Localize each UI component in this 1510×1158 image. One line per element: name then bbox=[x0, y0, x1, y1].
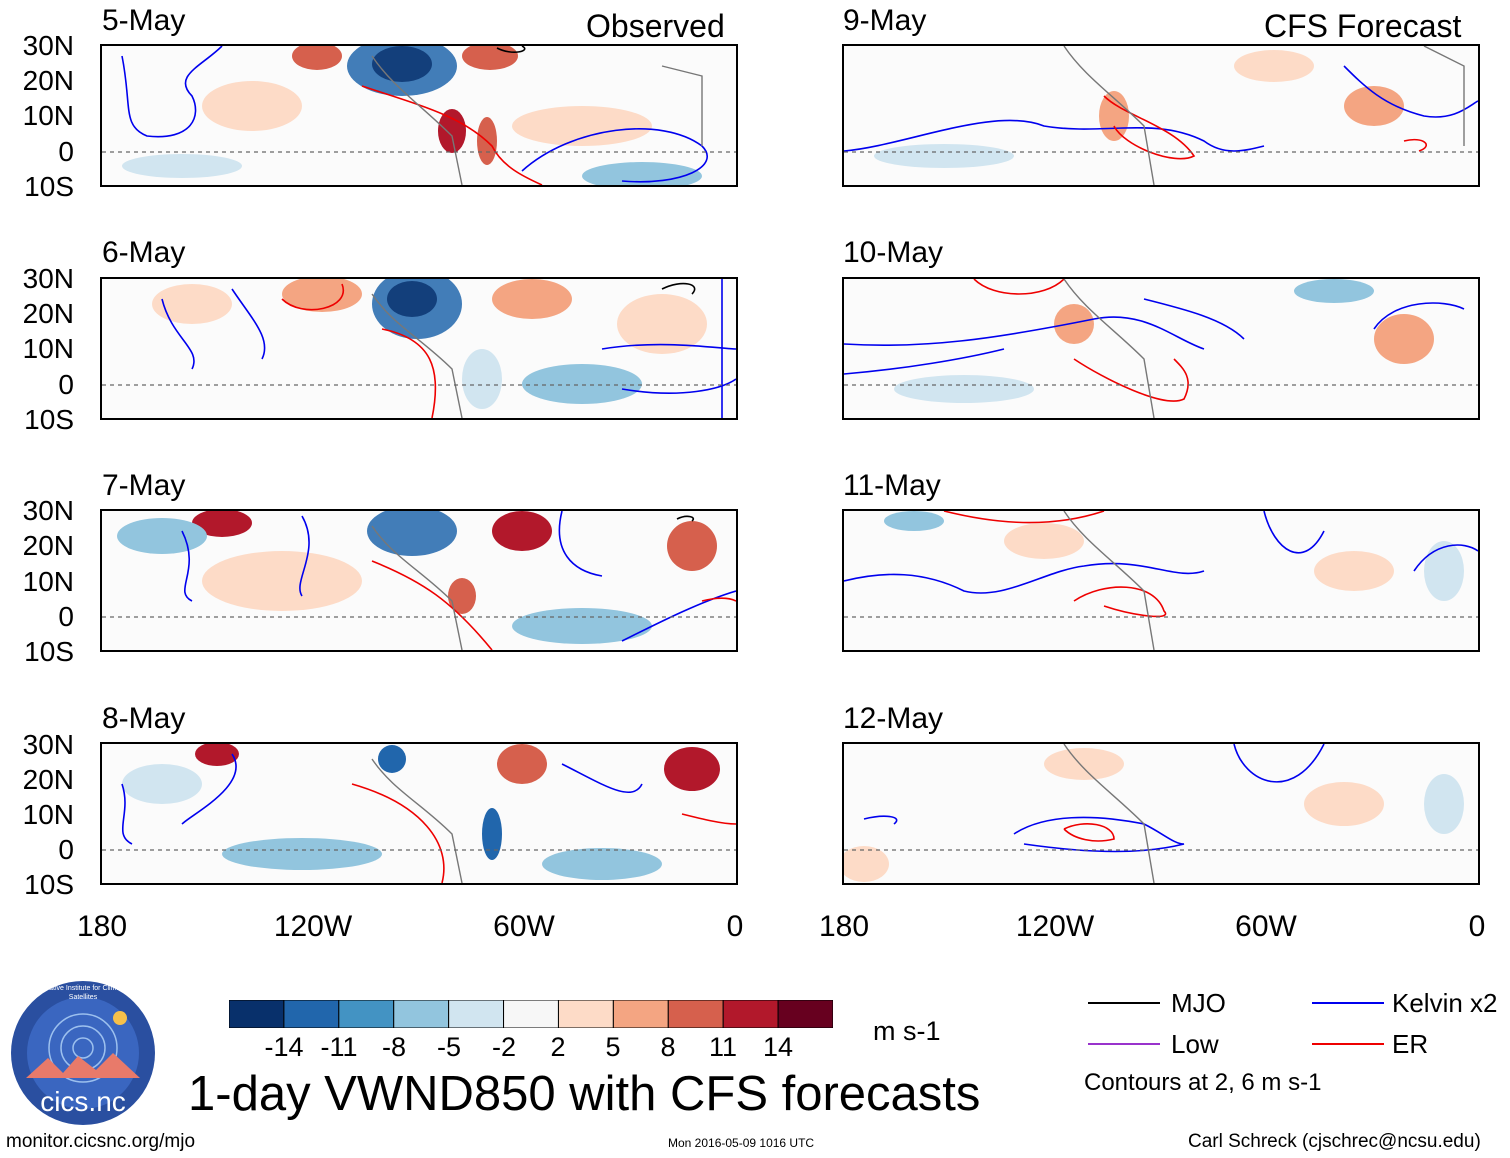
vwnd-map bbox=[102, 511, 736, 650]
colorbar-tick-label: -2 bbox=[491, 1032, 517, 1062]
map-panel-obs-4 bbox=[100, 742, 738, 885]
lon-label: 120W bbox=[273, 910, 353, 943]
vwnd-map bbox=[102, 744, 736, 883]
colorbar-tick-label: 8 bbox=[660, 1032, 676, 1062]
lon-label: 180 bbox=[76, 910, 128, 943]
forecast-heading: CFS Forecast bbox=[1264, 8, 1462, 44]
vwnd-map bbox=[844, 46, 1478, 185]
colorbar-tick-label: -14 bbox=[264, 1032, 304, 1062]
colorbar-tick-label: -11 bbox=[320, 1032, 358, 1062]
colorbar-swatch bbox=[722, 999, 779, 1029]
map-panel-obs-2 bbox=[100, 277, 738, 420]
lat-label: 10N bbox=[22, 566, 74, 597]
panel-title-obs-1: 5-May bbox=[102, 4, 186, 37]
colorbar-swatch bbox=[612, 999, 669, 1029]
lat-label: 20N bbox=[22, 65, 74, 96]
cics-logo: cics.nc Cooperative Institute for Climat… bbox=[8, 978, 158, 1128]
colorbar bbox=[228, 999, 834, 1029]
footer-timestamp: Mon 2016-05-09 1016 UTC bbox=[668, 1136, 815, 1150]
legend-line-er bbox=[1312, 1043, 1384, 1045]
lat-label: 20N bbox=[22, 530, 74, 561]
colorbar-swatch bbox=[228, 999, 285, 1029]
lat-label: 10S bbox=[24, 869, 74, 900]
colorbar-tick-label: -5 bbox=[436, 1032, 462, 1062]
map-panel-fc-2 bbox=[842, 277, 1480, 420]
cics-logo-graphic bbox=[11, 981, 155, 1125]
map-panel-fc-4 bbox=[842, 742, 1480, 885]
map-panel-fc-3 bbox=[842, 509, 1480, 652]
legend-note: Contours at 2, 6 m s-1 bbox=[1084, 1069, 1322, 1096]
vwnd-map bbox=[102, 279, 736, 418]
lat-label: 10N bbox=[22, 333, 74, 364]
map-panel-fc-1 bbox=[842, 44, 1480, 187]
lat-label: 0 bbox=[58, 834, 74, 865]
lat-label: 10N bbox=[22, 100, 74, 131]
colorbar-swatches bbox=[228, 999, 834, 1029]
panel-title-fc-1: 9-May bbox=[843, 4, 927, 37]
legend-line-low bbox=[1088, 1043, 1160, 1045]
panel-title-fc-2: 10-May bbox=[843, 236, 944, 269]
lat-label: 10N bbox=[22, 799, 74, 830]
colorbar-swatch bbox=[393, 999, 450, 1029]
lon-label: 60W bbox=[493, 910, 555, 943]
lat-label: 10S bbox=[24, 171, 74, 202]
colorbar-swatch bbox=[338, 999, 395, 1029]
legend-label-er: ER bbox=[1392, 1029, 1429, 1059]
lat-label: 30N bbox=[22, 30, 74, 61]
vwnd-map bbox=[844, 279, 1478, 418]
panel-title-obs-4: 8-May bbox=[102, 702, 186, 735]
lon-label: 120W bbox=[1015, 910, 1095, 943]
panel-title-fc-4: 12-May bbox=[843, 702, 944, 735]
legend-label-kelvin: Kelvin x2 bbox=[1392, 988, 1498, 1018]
colorbar-tick-label: 14 bbox=[762, 1032, 794, 1062]
vwnd-map bbox=[844, 744, 1478, 883]
panel-title-obs-3: 7-May bbox=[102, 469, 186, 502]
lat-label: 30N bbox=[22, 495, 74, 526]
logo-ring-text: Cooperative Institute for Climate and Sa… bbox=[26, 985, 140, 1001]
footer-url: monitor.cicsnc.org/mjo bbox=[6, 1131, 196, 1152]
colorbar-tick-label: 5 bbox=[605, 1032, 621, 1062]
colorbar-swatch bbox=[777, 999, 834, 1029]
colorbar-units: m s-1 bbox=[873, 1016, 941, 1046]
legend-label-mjo: MJO bbox=[1171, 988, 1226, 1018]
observed-heading: Observed bbox=[586, 8, 725, 44]
lat-label: 30N bbox=[22, 263, 74, 294]
map-panel-obs-1 bbox=[100, 44, 738, 187]
vwnd-map bbox=[102, 46, 736, 185]
lat-label: 20N bbox=[22, 298, 74, 329]
lon-label: 180 bbox=[818, 910, 870, 943]
legend-line-mjo bbox=[1088, 1002, 1160, 1004]
colorbar-swatch bbox=[667, 999, 724, 1029]
logo-text: cics.nc bbox=[40, 1086, 126, 1117]
colorbar-swatch bbox=[557, 999, 614, 1029]
lat-label: 20N bbox=[22, 764, 74, 795]
lat-label: 0 bbox=[58, 601, 74, 632]
lon-label: 0 bbox=[1468, 910, 1486, 943]
lat-label: 0 bbox=[58, 369, 74, 400]
lat-label: 30N bbox=[22, 729, 74, 760]
lon-label: 0 bbox=[726, 910, 744, 943]
lon-label: 60W bbox=[1235, 910, 1297, 943]
map-panel-obs-3 bbox=[100, 509, 738, 652]
colorbar-tick-label: 11 bbox=[708, 1032, 738, 1062]
lat-label: 10S bbox=[24, 404, 74, 435]
colorbar-tick-label: 2 bbox=[550, 1032, 566, 1062]
lat-label: 0 bbox=[58, 136, 74, 167]
lat-label: 10S bbox=[24, 636, 74, 667]
panel-title-fc-3: 11-May bbox=[843, 469, 941, 502]
colorbar-swatch bbox=[283, 999, 340, 1029]
legend-label-low: Low bbox=[1171, 1029, 1219, 1059]
panel-title-obs-2: 6-May bbox=[102, 236, 186, 269]
legend-line-kelvin bbox=[1312, 1002, 1384, 1004]
colorbar-tick-label: -8 bbox=[381, 1032, 407, 1062]
footer-author: Carl Schreck (cjschrec@ncsu.edu) bbox=[1188, 1131, 1481, 1152]
colorbar-swatch bbox=[448, 999, 505, 1029]
vwnd-map bbox=[844, 511, 1478, 650]
colorbar-swatch bbox=[503, 999, 559, 1029]
main-title: 1-day VWND850 with CFS forecasts bbox=[188, 1067, 981, 1121]
